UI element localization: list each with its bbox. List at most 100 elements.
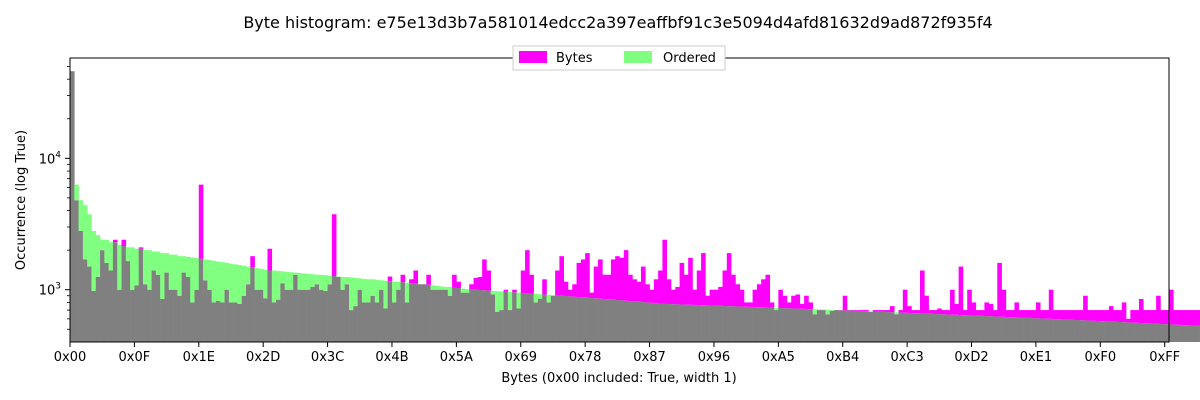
bar-overlap — [288, 289, 294, 342]
bar-overlap — [1177, 324, 1183, 342]
bar-bytes — [653, 279, 659, 304]
bar-bytes — [705, 295, 710, 306]
bar-bytes — [1121, 302, 1127, 323]
bar-bytes — [426, 274, 431, 285]
bar-ordered — [430, 285, 436, 290]
bar-ordered — [190, 257, 195, 303]
bar-bytes — [112, 239, 118, 243]
bar-ordered — [825, 309, 831, 315]
bar-overlap — [572, 296, 577, 342]
bar-overlap — [112, 242, 118, 342]
bar-bytes — [997, 262, 1002, 317]
bar-bytes — [701, 253, 706, 306]
bar-overlap — [838, 310, 844, 342]
bar-bytes — [666, 279, 672, 305]
bar-ordered — [383, 280, 388, 309]
bar-overlap — [306, 289, 311, 342]
x-tick-label: 0x1E — [183, 350, 215, 365]
bar-overlap — [769, 307, 775, 342]
bar-bytes — [1126, 318, 1131, 323]
legend-swatch-bytes — [519, 51, 547, 63]
bar-overlap — [413, 283, 419, 342]
bar-overlap — [649, 302, 655, 342]
bar-bytes — [941, 310, 947, 315]
bar-overlap — [254, 289, 260, 342]
bar-ordered — [301, 273, 307, 290]
bar-ordered — [310, 274, 315, 287]
bar-bytes — [636, 281, 642, 302]
bar-bytes — [512, 289, 517, 293]
bar-ordered — [246, 266, 251, 285]
bar-overlap — [173, 289, 178, 342]
bar-overlap — [74, 200, 79, 342]
bar-overlap — [555, 295, 560, 342]
bar-ordered — [774, 307, 779, 311]
bar-bytes — [1035, 302, 1041, 319]
bar-overlap — [1121, 322, 1127, 342]
bar-ordered — [104, 239, 109, 263]
bar-overlap — [1151, 323, 1157, 342]
legend-label-ordered: Ordered — [663, 51, 716, 66]
bar-bytes — [615, 256, 620, 300]
bar-bytes — [452, 274, 457, 288]
bar-overlap — [224, 289, 230, 342]
bar-bytes — [520, 270, 526, 293]
bar-bytes — [1096, 310, 1101, 321]
x-tick-label: 0x96 — [698, 350, 731, 365]
bar-overlap — [920, 313, 925, 342]
bar-bytes — [885, 310, 891, 313]
bar-overlap — [387, 281, 393, 342]
bar-bytes — [1113, 310, 1118, 322]
bar-overlap — [859, 311, 865, 342]
bar-bytes — [1018, 310, 1024, 318]
bar-bytes — [756, 284, 762, 308]
bar-bytes — [593, 266, 599, 299]
bar-bytes — [713, 289, 719, 306]
bar-overlap — [550, 295, 556, 342]
bar-bytes — [1074, 310, 1080, 321]
bar-overlap — [1053, 319, 1058, 342]
bar-overlap — [460, 292, 466, 342]
bar-overlap — [997, 316, 1002, 342]
bar-overlap — [696, 305, 702, 342]
bar-overlap — [1027, 317, 1032, 342]
bar-ordered — [391, 281, 397, 303]
bar-bytes — [1104, 310, 1110, 322]
bar-ordered — [151, 251, 157, 271]
bar-bytes — [692, 289, 698, 305]
bar-overlap — [662, 303, 668, 342]
bar-overlap — [975, 315, 981, 342]
x-axis-ticks: 0x00 0x0F 0x1E 0x2D 0x3C 0x4B 0x5A 0x69 0x78 0x87… — [54, 342, 1180, 365]
bar-overlap — [430, 289, 436, 342]
bar-overlap — [812, 314, 818, 342]
bar-ordered — [241, 265, 247, 296]
bar-bytes — [1005, 310, 1011, 317]
bar-ordered — [894, 312, 899, 315]
bar-ordered — [546, 294, 552, 303]
bar-ordered — [460, 288, 466, 293]
bar-overlap — [357, 289, 363, 342]
bar-overlap — [778, 307, 783, 342]
bar-overlap — [1091, 320, 1097, 342]
bar-ordered — [258, 268, 264, 290]
bar-bytes — [675, 286, 680, 305]
bar-bytes — [469, 284, 474, 290]
legend-swatch-ordered — [624, 51, 652, 63]
bar-bytes — [1147, 310, 1153, 324]
bar-overlap — [520, 292, 526, 342]
bar-overlap — [490, 294, 496, 342]
bar-overlap — [198, 258, 204, 342]
bar-overlap — [1070, 319, 1075, 342]
bar-ordered — [288, 272, 294, 290]
bar-ordered — [117, 244, 122, 290]
bar-bytes — [1083, 295, 1088, 321]
bar-overlap — [791, 308, 796, 342]
bar-overlap — [1010, 317, 1015, 342]
bar-bytes — [851, 310, 856, 311]
bar-ordered — [228, 263, 234, 303]
bar-overlap — [598, 298, 603, 342]
bar-overlap — [1023, 317, 1028, 342]
bar-bytes — [623, 250, 629, 301]
chart-title: Byte histogram: e75e13d3b7a581014edcc2a3… — [243, 13, 992, 32]
bar-overlap — [731, 306, 736, 342]
